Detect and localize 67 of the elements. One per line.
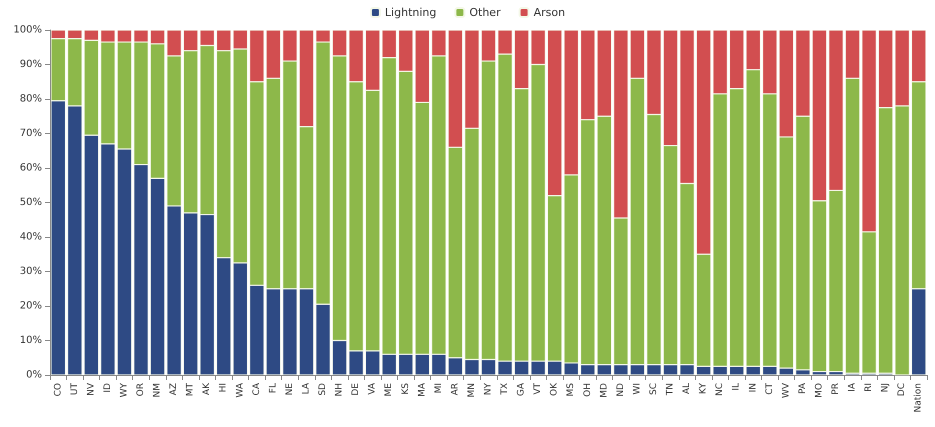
x-tick-label: DC	[897, 383, 908, 396]
x-tick-label: FL	[268, 383, 278, 394]
x-tick-label: NH	[334, 383, 345, 396]
y-tick-label: 80%	[20, 94, 42, 104]
x-tick-label: NV	[86, 382, 96, 396]
x-tick-label: ND	[616, 382, 626, 397]
x-tick-label: TN	[666, 383, 676, 396]
x-tick-label: NE	[284, 382, 295, 396]
y-tick-label: 40%	[20, 232, 42, 242]
x-tick-label: AL	[682, 383, 692, 394]
x-tick-label: IL	[732, 383, 742, 391]
x-tick-label: TX	[500, 383, 510, 396]
x-tick-label: CO	[53, 383, 64, 396]
x-tick-label: CT	[764, 382, 775, 395]
x-tick-label: OH	[582, 383, 593, 397]
x-tick-label: DE	[351, 382, 362, 396]
legend-label: Arson	[534, 6, 566, 19]
x-tick-label: ME	[384, 382, 394, 396]
x-tick-label: PA	[798, 382, 808, 394]
x-tick-label: AK	[202, 382, 212, 396]
x-tick-label: GA	[516, 382, 527, 396]
y-tick-label: 10%	[20, 335, 42, 346]
x-tick-label: CA	[252, 382, 262, 396]
y-tick-label: 50%	[20, 197, 42, 208]
x-tick-label: ID	[102, 382, 113, 393]
x-tick-label: Nation	[914, 383, 924, 412]
legend-label: Other	[469, 6, 502, 19]
x-tick-label: NJ	[880, 383, 891, 392]
x-tick-label: SC	[648, 383, 659, 395]
x-tick-label: VT	[533, 382, 544, 395]
x-tick-label: WA	[235, 382, 246, 398]
x-tick-label: MD	[599, 382, 610, 398]
x-tick-label: WY	[119, 382, 130, 398]
x-tick-label: KS	[400, 382, 411, 395]
x-tick-label: PR	[830, 383, 841, 395]
x-tick-label: IA	[848, 382, 858, 392]
x-tick-label: OR	[136, 383, 146, 396]
x-tick-label: MO	[814, 383, 824, 398]
legend-label: Lightning	[384, 6, 436, 19]
y-tick-label: 70%	[20, 128, 42, 139]
x-tick-label: LA	[301, 382, 312, 394]
x-tick-label: WI	[632, 383, 642, 395]
y-tick-label: 60%	[20, 162, 42, 174]
x-tick-label: RI	[864, 383, 874, 392]
x-tick-label: WV	[781, 382, 792, 398]
y-tick-label: 100%	[13, 24, 42, 36]
x-tick-label: VA	[368, 382, 378, 395]
x-tick-label: UT	[70, 382, 80, 396]
y-tick-label: 90%	[20, 59, 42, 70]
x-tick-label: OK	[550, 382, 560, 396]
x-tick-label: SD	[318, 382, 328, 396]
y-tick-label: 20%	[20, 300, 42, 312]
x-tick-label: IN	[748, 383, 758, 392]
x-tick-label: NC	[715, 383, 726, 396]
x-tick-label: MI	[434, 383, 444, 394]
x-tick-label: MS	[566, 382, 576, 396]
x-tick-label: HI	[218, 383, 229, 392]
x-tick-label: NY	[484, 382, 494, 396]
y-tick-label: 0%	[26, 370, 42, 380]
x-tick-label: AR	[450, 383, 460, 396]
x-tick-label: MT	[186, 382, 196, 396]
x-tick-label: MA	[417, 382, 428, 397]
x-tick-label: NM	[152, 383, 163, 398]
x-tick-label: MN	[466, 383, 477, 398]
y-tick-label: 30%	[20, 266, 42, 277]
x-tick-label: KY	[698, 382, 709, 394]
x-tick-label: AZ	[169, 383, 180, 396]
